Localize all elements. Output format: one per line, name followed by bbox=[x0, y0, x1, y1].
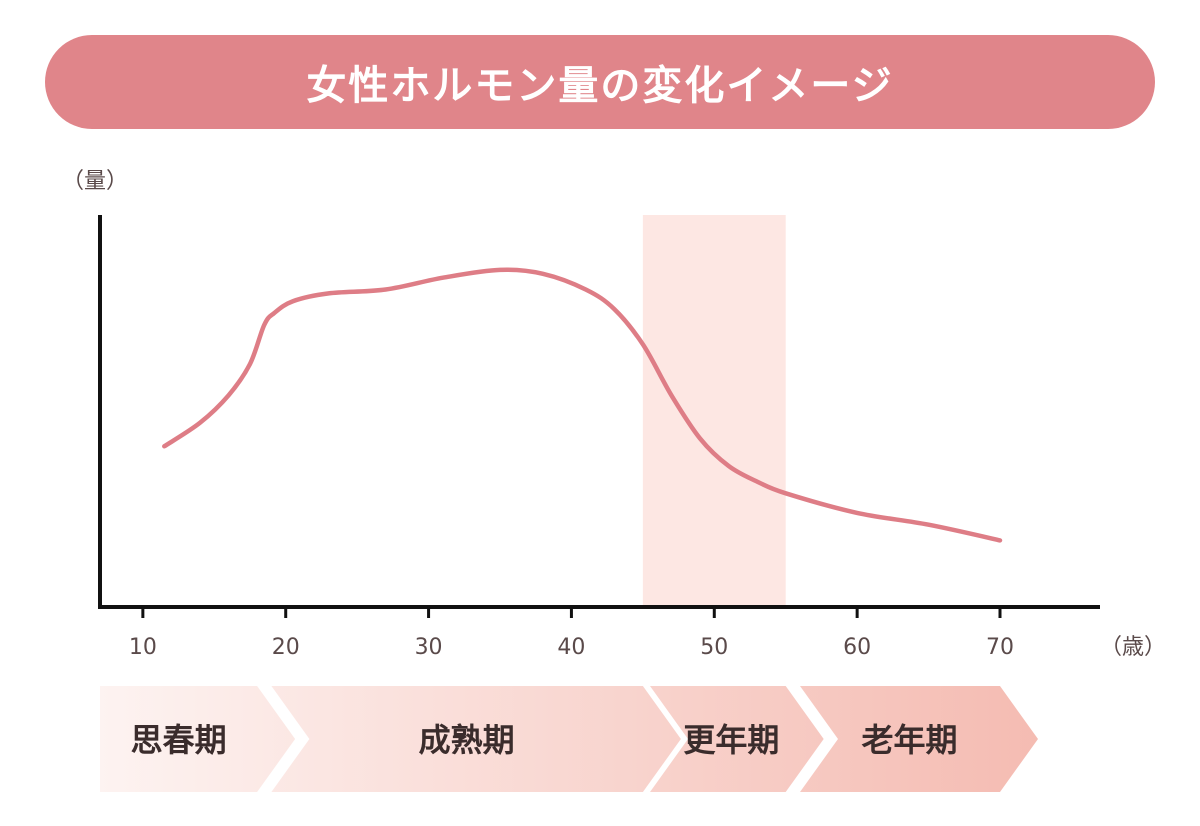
stage-arrow bbox=[271, 686, 681, 792]
stage-label: 成熟期 bbox=[419, 721, 515, 759]
x-tick-label: 10 bbox=[129, 635, 157, 660]
x-tick-label: 40 bbox=[557, 635, 585, 660]
x-tick-label: 60 bbox=[843, 635, 871, 660]
x-tick-label: 70 bbox=[986, 635, 1014, 660]
stage-arrow bbox=[800, 686, 1038, 792]
stage-label: 更年期 bbox=[683, 721, 779, 759]
menopause-highlight-band bbox=[642, 215, 786, 607]
title-banner: 女性ホルモン量の変化イメージ bbox=[45, 35, 1155, 129]
y-axis-label: （量） bbox=[62, 169, 128, 194]
page-title: 女性ホルモン量の変化イメージ bbox=[306, 63, 894, 109]
stage-arrow bbox=[100, 686, 296, 792]
x-axis-label: （歳） bbox=[1100, 635, 1166, 660]
hormone-level-line bbox=[162, 267, 1003, 543]
stage-label: 思春期 bbox=[131, 721, 227, 759]
x-tick-label: 30 bbox=[415, 635, 443, 660]
stage-label: 老年期 bbox=[861, 721, 957, 759]
x-tick-label: 50 bbox=[700, 635, 728, 660]
stage-arrow bbox=[650, 686, 824, 792]
x-tick-label: 20 bbox=[272, 635, 300, 660]
